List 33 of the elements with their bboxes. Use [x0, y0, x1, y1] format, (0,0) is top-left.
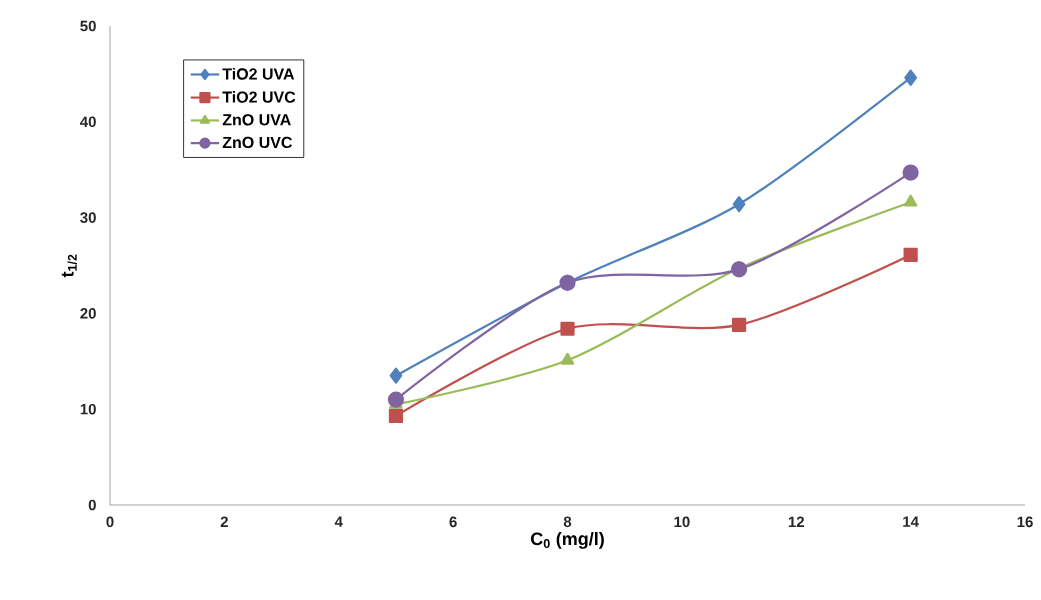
point	[903, 247, 918, 263]
legend-label: ZnO UVA	[222, 114, 291, 126]
point	[730, 261, 748, 278]
point	[387, 391, 405, 408]
y-tick-label: 30	[80, 212, 96, 223]
legend-label: ZnO UVC	[222, 136, 293, 149]
x-tick-label: 4	[334, 516, 343, 527]
y-tick-label: 20	[80, 308, 96, 319]
y-axis-title: t$_{1/2}$	[61, 254, 77, 278]
x-axis-title: C$_{0}$ (mg/l)	[530, 532, 604, 549]
point	[731, 317, 747, 332]
point	[903, 194, 918, 207]
legend-label: TiO2 UVA	[222, 67, 295, 80]
point	[904, 69, 917, 86]
x-tick-label: 8	[563, 516, 572, 528]
point	[560, 321, 575, 336]
x-tick-label: 6	[449, 516, 457, 528]
legend-label: TiO2 UVC	[222, 91, 296, 103]
y-tick-label: 50	[80, 20, 96, 32]
y-tick-label: 0	[88, 499, 96, 511]
point	[388, 408, 404, 423]
y-tick-label: 40	[80, 116, 96, 128]
x-tick-label: 14	[903, 516, 919, 527]
point	[732, 196, 746, 213]
x-tick-label: 10	[674, 516, 690, 528]
point	[389, 367, 403, 384]
x-tick-label: 2	[220, 516, 228, 528]
y-tick-label: 10	[80, 403, 96, 415]
x-tick-label: 12	[788, 516, 804, 528]
x-tick-label: 0	[106, 516, 114, 528]
x-tick-label: 16	[1017, 516, 1033, 528]
point	[902, 164, 919, 181]
point	[560, 352, 575, 365]
